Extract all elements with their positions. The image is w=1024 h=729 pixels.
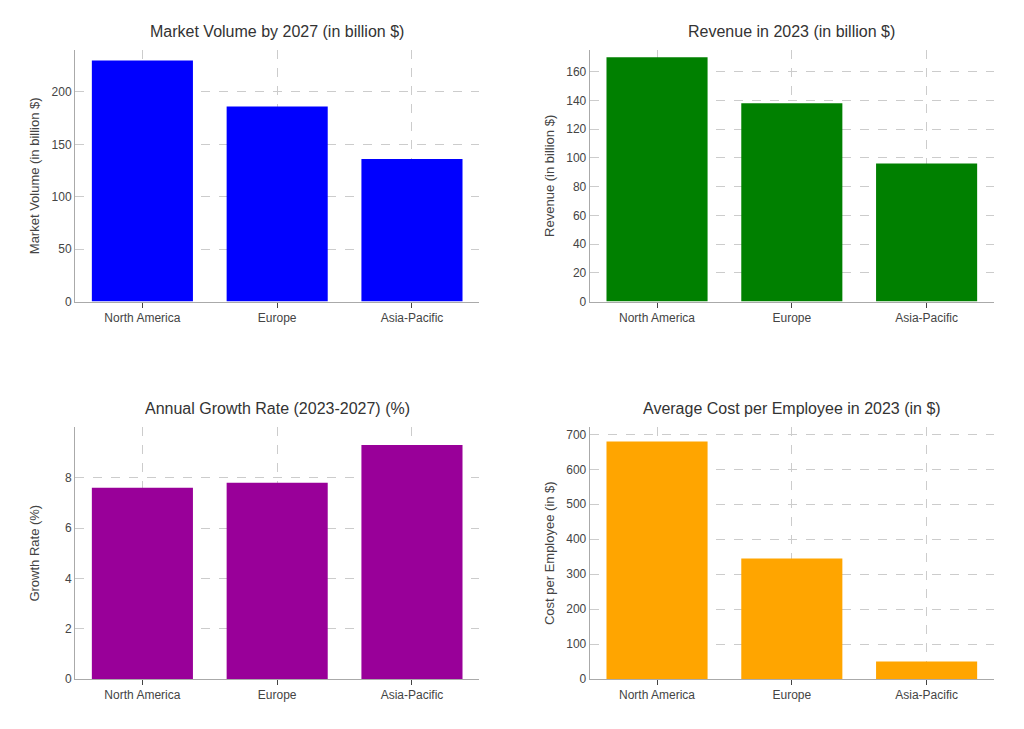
svg-text:100: 100 [52,190,72,204]
svg-text:6: 6 [65,521,72,535]
svg-text:300: 300 [566,567,586,581]
svg-text:Market Volume (in billion $): Market Volume (in billion $) [27,97,42,254]
svg-text:0: 0 [580,295,587,309]
svg-text:20: 20 [573,266,587,280]
svg-text:Europe: Europe [772,311,811,325]
svg-text:Asia-Pacific: Asia-Pacific [895,688,958,702]
svg-text:0: 0 [65,672,72,686]
svg-text:Cost per Employee (in $): Cost per Employee (in $) [542,481,557,625]
svg-text:Europe: Europe [258,311,297,325]
svg-text:Revenue in 2023 (in billion $): Revenue in 2023 (in billion $) [688,23,895,40]
svg-text:200: 200 [52,85,72,99]
svg-text:Asia-Pacific: Asia-Pacific [381,311,444,325]
svg-text:150: 150 [52,138,72,152]
svg-text:Market Volume by 2027 (in bill: Market Volume by 2027 (in billion $) [150,23,404,40]
svg-text:100: 100 [566,151,586,165]
svg-text:8: 8 [65,471,72,485]
svg-text:Average Cost per Employee in 2: Average Cost per Employee in 2023 (in $) [643,400,941,417]
svg-text:60: 60 [573,209,587,223]
svg-text:Europe: Europe [772,688,811,702]
svg-text:500: 500 [566,497,586,511]
svg-text:80: 80 [573,180,587,194]
svg-text:600: 600 [566,463,586,477]
svg-text:100: 100 [566,637,586,651]
svg-text:Growth Rate (%): Growth Rate (%) [27,505,42,602]
svg-text:North America: North America [619,311,695,325]
svg-text:Revenue (in billion $): Revenue (in billion $) [542,115,557,237]
svg-text:400: 400 [566,532,586,546]
svg-text:North America: North America [104,311,180,325]
svg-text:Europe: Europe [258,688,297,702]
svg-text:Asia-Pacific: Asia-Pacific [381,688,444,702]
svg-text:700: 700 [566,428,586,442]
svg-text:Annual Growth Rate (2023-2027): Annual Growth Rate (2023-2027) (%) [145,400,410,417]
svg-text:North America: North America [104,688,180,702]
svg-text:50: 50 [58,242,72,256]
svg-text:200: 200 [566,602,586,616]
svg-text:40: 40 [573,237,587,251]
svg-text:160: 160 [566,65,586,79]
svg-text:120: 120 [566,122,586,136]
svg-text:0: 0 [580,672,587,686]
svg-text:0: 0 [65,295,72,309]
svg-text:North America: North America [619,688,695,702]
svg-text:2: 2 [65,622,72,636]
svg-text:4: 4 [65,572,72,586]
svg-text:Asia-Pacific: Asia-Pacific [895,311,958,325]
svg-text:140: 140 [566,94,586,108]
